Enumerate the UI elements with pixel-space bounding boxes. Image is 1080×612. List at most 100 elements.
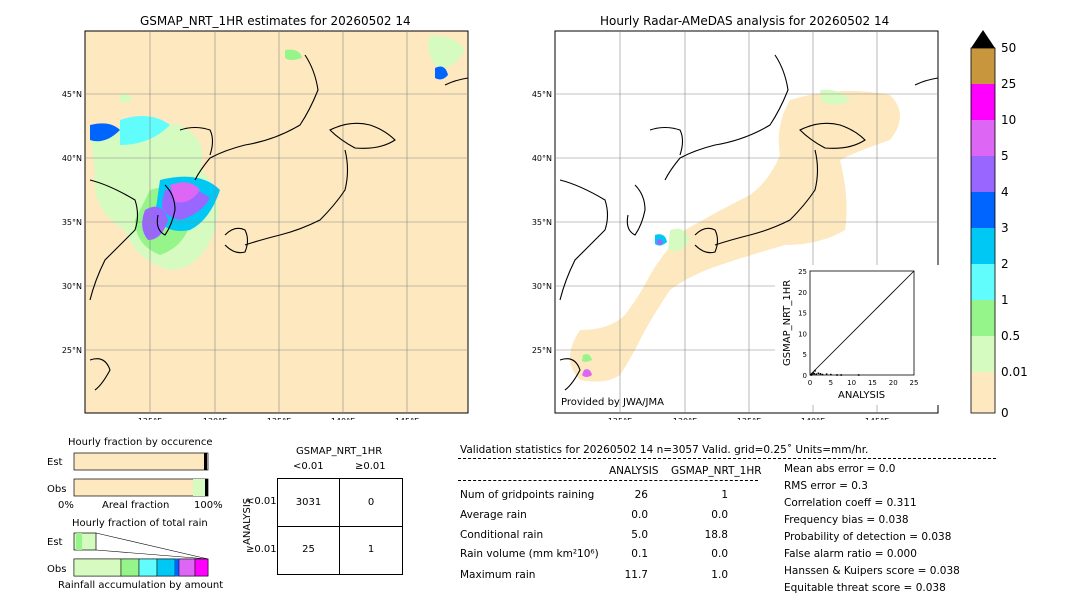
left-map-coast	[89, 54, 469, 391]
total-rain-title: Hourly fraction of total rain	[72, 518, 208, 529]
right-map-coast	[559, 54, 939, 391]
total-rain-obs-seg	[194, 558, 209, 577]
validation-row-analysis: 11.7	[624, 569, 648, 581]
total-rain-xlabel: Rainfall accumulation by amount	[58, 580, 224, 591]
colorbar-bin-1	[971, 300, 995, 336]
total-rain-obs-seg	[73, 558, 122, 577]
validation-row-gsmap: 18.8	[704, 529, 728, 541]
validation-row-label: Rain volume (mm km²10⁶)	[460, 548, 599, 560]
scatter-ytick: 15	[798, 310, 807, 318]
validation-col-gsmap: GSMAP_NRT_1HR	[671, 465, 762, 477]
lat-label: 40°N	[62, 154, 82, 163]
scatter-xlabel: ANALYSIS	[838, 390, 886, 401]
score-line: Frequency bias = 0.038	[784, 514, 909, 526]
scatter-points	[810, 370, 860, 376]
colorbar-bin-50	[971, 48, 995, 84]
lon-label: 125°E	[608, 417, 632, 420]
colorbar-bin-25	[971, 84, 995, 120]
lon-label: 145°E	[865, 417, 889, 420]
total-rain-obs-seg	[156, 558, 176, 577]
colorbar-label: 10	[1001, 113, 1016, 127]
scatter-point	[821, 373, 824, 376]
colorbar-bin-3	[971, 228, 995, 264]
scatter-ylabel: GSMAP_NRT_1HR	[782, 279, 793, 366]
scatter-point	[840, 374, 842, 376]
lat-label: 45°N	[532, 90, 552, 99]
colorbar-label: 0.5	[1001, 329, 1020, 343]
validation-row-label: Maximum rain	[460, 569, 536, 581]
colorbar-label: 1	[1001, 293, 1009, 307]
validation-row-analysis: 0.1	[631, 548, 648, 560]
lat-label: 25°N	[62, 346, 82, 355]
scatter-point	[815, 373, 818, 375]
validation-row-analysis: 26	[634, 489, 648, 501]
lon-label: 130°E	[203, 417, 227, 420]
lat-label: 40°N	[532, 154, 552, 163]
scatter-point	[810, 374, 813, 376]
total-rain-obs-label: Obs	[47, 564, 67, 575]
score-line: Hanssen & Kuipers score = 0.038	[784, 565, 960, 577]
validation-row-analysis: 5.0	[631, 529, 648, 541]
occurrence-obs-rain-dark	[205, 479, 208, 496]
scatter-xtick: 10	[847, 379, 856, 387]
scatter-xtick: 5	[829, 379, 833, 387]
lat-label: 30°N	[62, 282, 82, 291]
contingency-grid: 3031 0 25 1	[277, 478, 403, 575]
occurrence-title: Hourly fraction by occurence	[68, 437, 213, 448]
validation-row-gsmap: 0.0	[711, 509, 728, 521]
contingency-title: GSMAP_NRT_1HR	[296, 446, 383, 457]
scatter-ytick: 5	[803, 351, 807, 359]
lon-label: 135°E	[737, 417, 761, 420]
validation-divider	[458, 458, 996, 459]
lon-label: 125°E	[138, 417, 162, 420]
lat-label: 35°N	[532, 218, 552, 227]
total-rain-chart	[73, 532, 209, 577]
left-map-lat-labels: 45°N 40°N 35°N 30°N 25°N	[62, 90, 82, 355]
occurrence-obs-label: Obs	[47, 484, 67, 495]
contingency-row2: ≥0.01	[246, 544, 277, 555]
occurrence-est-label: Est	[47, 457, 63, 468]
validation-header: Validation statistics for 20260502 14 n=…	[460, 444, 869, 456]
colorbar-label: 0	[1001, 406, 1009, 420]
validation-col-analysis: ANALYSIS	[609, 465, 659, 477]
colorbar: 50 25 10 5 4 3 2 1 0.5 0.01 0	[970, 30, 1028, 420]
scatter-point	[811, 373, 813, 375]
colorbar-label: 2	[1001, 257, 1009, 271]
score-line: Mean abs error = 0.0	[784, 463, 896, 475]
colorbar-bin-001	[971, 372, 995, 413]
contingency-cell: 25	[302, 544, 315, 555]
occurrence-x0: 0%	[58, 500, 74, 511]
right-map-rain	[582, 89, 850, 377]
total-rain-est-seg	[76, 533, 82, 550]
contingency-cell: 1	[367, 544, 375, 555]
right-map-credit: Provided by JWA/JMA	[561, 397, 664, 408]
score-line: RMS error = 0.3	[784, 480, 868, 492]
validation-row-gsmap: 0.0	[711, 548, 728, 560]
colorbar-label: 25	[1001, 77, 1016, 91]
colorbar-label: 0.01	[1001, 365, 1028, 379]
colorbar-bin-2	[971, 264, 995, 300]
scatter-ytick: 25	[798, 268, 807, 276]
occurrence-est-bar	[73, 452, 209, 471]
scatter-xtick: 25	[910, 379, 919, 387]
total-rain-obs-seg	[138, 558, 158, 577]
scatter-ytick: 10	[798, 330, 807, 338]
occurrence-x1: 100%	[194, 500, 223, 511]
right-map-grid	[555, 31, 938, 413]
colorbar-bin-4	[971, 192, 995, 228]
contingency-col2: ≥0.01	[355, 461, 386, 472]
validation-row-label: Conditional rain	[460, 529, 544, 541]
colorbar-bin-5	[971, 156, 995, 192]
validation-row-label: Num of gridpoints raining	[460, 489, 595, 501]
occurrence-xlabel: Areal fraction	[102, 500, 170, 511]
lat-label: 30°N	[532, 282, 552, 291]
colorbar-label: 50	[1001, 41, 1016, 55]
total-rain-obs-seg	[178, 558, 196, 577]
validation-row-gsmap: 1	[721, 489, 728, 501]
lon-label: 140°E	[331, 417, 355, 420]
colorbar-bin-05	[971, 336, 995, 372]
total-rain-obs-seg	[120, 558, 140, 577]
lon-label: 135°E	[267, 417, 291, 420]
scatter-point	[812, 372, 815, 374]
scatter-point	[857, 374, 860, 376]
